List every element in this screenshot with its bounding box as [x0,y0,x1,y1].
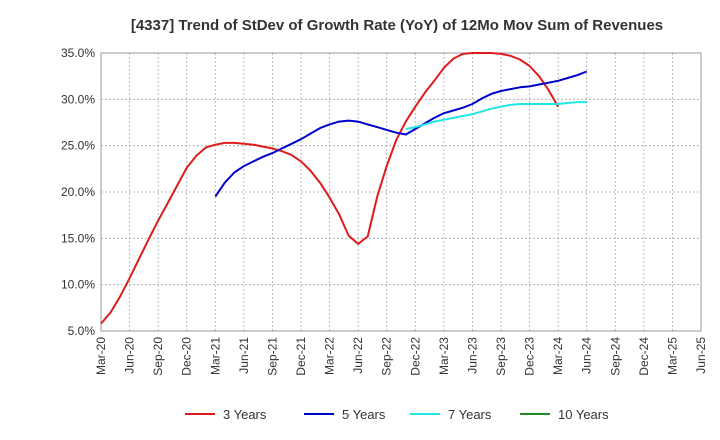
legend-label-10-years: 10 Years [558,407,609,422]
y-tick-label: 15.0% [61,231,95,245]
x-tick-label: Mar-24 [551,337,565,375]
x-tick-label: Jun-22 [351,337,365,374]
x-tick-label: Sep-24 [608,337,622,376]
x-tick-label: Sep-20 [151,337,165,376]
x-tick-label: Mar-22 [323,337,337,375]
y-tick-label: 30.0% [61,92,95,106]
x-tick-label: Dec-21 [294,337,308,376]
x-tick-label: Sep-23 [494,337,508,376]
x-tick-label: Sep-21 [265,337,279,376]
x-tick-label: Dec-22 [408,337,422,376]
y-tick-label: 5.0% [68,324,96,338]
x-tick-label: Mar-23 [437,337,451,375]
series-line-7-years [405,101,587,130]
y-tick-label: 35.0% [61,46,95,60]
x-tick-label: Dec-23 [523,337,537,376]
x-tick-label: Mar-21 [208,337,222,375]
x-tick-label: Jun-25 [694,337,708,374]
y-tick-label: 25.0% [61,139,95,153]
y-axis: 5.0% 10.0% 15.0% 20.0% 25.0% 30.0% 35.0% [61,46,95,338]
series-line-5-years [214,70,588,198]
x-tick-label: Mar-20 [94,337,108,375]
x-tick-label: Dec-20 [180,337,194,376]
x-tick-label: Jun-23 [465,337,479,374]
plot-area [100,52,702,332]
legend-label-5-years: 5 Years [342,407,386,422]
x-tick-label: Jun-24 [580,337,594,374]
x-tick-label: Dec-24 [637,337,651,376]
y-tick-label: 20.0% [61,185,95,199]
x-tick-label: Jun-20 [123,337,137,374]
grid [101,53,701,331]
legend-label-7-years: 7 Years [448,407,492,422]
series-line-3-years [100,52,559,325]
legend-label-3-years: 3 Years [223,407,267,422]
series-layer [100,52,588,325]
x-axis: Mar-20 Jun-20 Sep-20 Dec-20 Mar-21 Jun-21 Sep-… [94,337,708,376]
x-tick-label: Mar-25 [665,337,679,375]
x-tick-label: Jun-21 [237,337,251,374]
y-tick-label: 10.0% [61,278,95,292]
x-tick-label: Sep-22 [380,337,394,376]
legend: 3 Years 5 Years 7 Years 10 Years [185,407,609,422]
chart-title: [4337] Trend of StDev of Growth Rate (Yo… [131,17,663,34]
